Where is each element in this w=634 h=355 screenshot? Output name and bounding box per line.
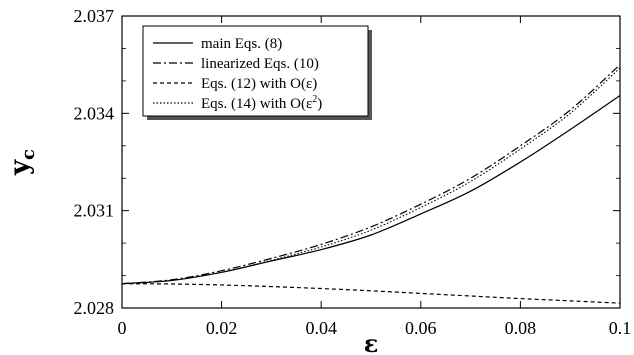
series-line-4 [121, 67, 621, 285]
axes-layer: 0 0.02 0.04 0.06 0.08 0.1 2.028 2.031 2.034 2.037 [74, 6, 632, 338]
y-tick-label: 2.037 [74, 6, 115, 26]
legend-entry-suffix: ) [317, 96, 322, 112]
series-line-2 [121, 64, 621, 285]
series-layer [121, 64, 621, 304]
legend: main Eqs. (8) linearized Eqs. (10) Eqs. (1… [142, 25, 372, 120]
legend-entry-4: Eqs. (14) with O(ε2) [201, 94, 322, 112]
x-tick-label: 0.04 [305, 318, 337, 338]
legend-entry-text: Eqs. (14) with O(ε [201, 96, 312, 112]
legend-box [142, 25, 369, 117]
x-tick-label: 0.02 [206, 318, 238, 338]
series-line-3 [121, 283, 621, 304]
x-tick-label: 0.06 [405, 318, 437, 338]
legend-entry-1: main Eqs. (8) [201, 36, 282, 52]
y-axis-label-subscript: c [18, 149, 39, 160]
legend-entry-2: linearized Eqs. (10) [201, 56, 319, 72]
plot-frame [121, 15, 621, 309]
x-axis-label: ε [364, 329, 379, 355]
legend-entry-text: linearized Eqs. (10) [201, 56, 319, 72]
legend-entry-3: Eqs. (12) with O(ε) [201, 76, 317, 92]
y-axis-label: yc [5, 149, 39, 176]
legend-entry-text: main Eqs. (8) [201, 36, 282, 52]
x-tick-label: 0 [118, 318, 127, 338]
x-tick-label: 0.08 [505, 318, 537, 338]
legend-entry-superscript: 2 [312, 94, 317, 105]
y-tick-label: 2.034 [74, 103, 115, 123]
y-tick-label: 2.028 [74, 298, 115, 318]
y-tick-label: 2.031 [74, 201, 115, 221]
series-line-1 [121, 94, 621, 285]
legend-entry-text: Eqs. (12) with O(ε) [201, 76, 317, 92]
y-axis-label-main: y [5, 159, 35, 176]
x-tick-label: 0.1 [609, 318, 632, 338]
